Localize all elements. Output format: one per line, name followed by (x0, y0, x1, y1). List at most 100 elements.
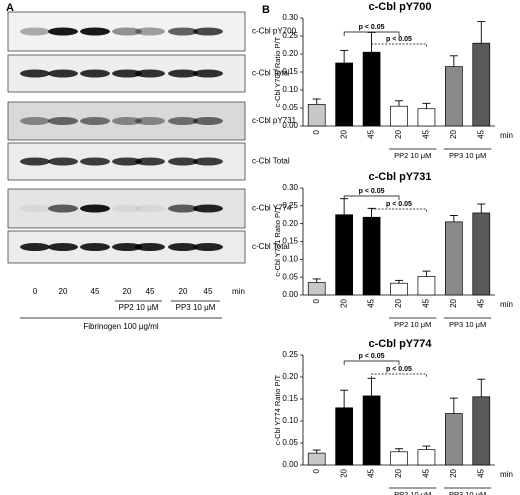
lane-label: 0 (33, 287, 38, 296)
blot-band (48, 157, 78, 166)
y-tick-label: 0.15 (282, 394, 298, 403)
y-tick-label: 0.30 (282, 183, 298, 192)
blot-label: c-Cbl Total (252, 242, 290, 251)
bar (335, 407, 353, 466)
significance-bracket (371, 373, 427, 378)
bar (335, 214, 353, 296)
blot-band (80, 204, 110, 213)
y-tick-label: 0.00 (282, 460, 298, 469)
bar (472, 42, 491, 127)
bar (307, 104, 326, 127)
y-tick-label: 0.05 (282, 103, 298, 112)
significance-bracket (371, 43, 427, 48)
x-unit-label: min (500, 470, 513, 479)
blot-band (135, 157, 165, 166)
significance-label: p < 0.05 (359, 24, 385, 31)
blot-band (112, 69, 142, 78)
x-unit-label: min (500, 300, 513, 309)
bar (472, 396, 491, 466)
significance-bracket (343, 31, 400, 36)
x-tick-label: 20 (339, 129, 348, 138)
blot-band (168, 204, 198, 213)
x-tick-label: 45 (476, 468, 485, 477)
bar (307, 282, 326, 296)
x-tick-label: 0 (312, 129, 321, 134)
blot-band (48, 69, 78, 78)
blot-band (20, 69, 50, 78)
x-tick-label: 20 (449, 129, 458, 138)
significance-label: p < 0.05 (386, 36, 412, 43)
blot-band (193, 243, 223, 251)
bar (417, 108, 436, 127)
blot-band (112, 117, 142, 125)
blot-band (48, 243, 78, 251)
blot-band (20, 243, 50, 251)
panel-label: B (262, 4, 270, 16)
blot-band (112, 204, 142, 213)
blot-band (193, 69, 223, 78)
x-tick-label: 0 (312, 298, 321, 303)
blot-band (112, 157, 142, 166)
x-tick-label: 20 (394, 129, 403, 138)
blot-band (80, 157, 110, 166)
lane-label: 20 (59, 287, 68, 296)
blot-band (135, 117, 165, 125)
blot-band (193, 27, 223, 36)
blot-band (168, 69, 198, 78)
bar (445, 221, 463, 296)
x-tick-label: 20 (394, 298, 403, 307)
unit-label: min (232, 287, 245, 296)
treatment-label: Fibrinogen 100 μg/ml (83, 322, 159, 331)
y-tick-label: 0.00 (282, 121, 298, 130)
bar (362, 51, 381, 127)
x-tick-label: 20 (449, 298, 458, 307)
significance-label: p < 0.05 (359, 188, 385, 195)
bar (445, 66, 463, 127)
bar (417, 449, 436, 466)
blot-band (20, 27, 50, 36)
bar (445, 413, 463, 466)
y-axis-label: c-Cbl Y700 Ratio P/T (273, 36, 282, 107)
y-tick-label: 0.15 (282, 67, 298, 76)
blot-label: c-Cbl Total (252, 157, 290, 166)
chart-title: c-Cbl pY774 (369, 338, 433, 350)
group-label: PP3 10 μM (449, 320, 486, 329)
y-tick-label: 0.15 (282, 237, 298, 246)
x-tick-label: 45 (422, 129, 431, 138)
blot-band (80, 243, 110, 251)
blot-label: c-Cbl Y774 (252, 204, 292, 213)
blot-label: c-Cbl pY700 (252, 27, 297, 36)
x-tick-label: 45 (476, 129, 485, 138)
significance-bracket (343, 360, 400, 365)
significance-label: p < 0.05 (386, 366, 412, 373)
group-label: PP3 10 μM (176, 303, 216, 312)
blot-label: c-Cbl pY731 (252, 116, 297, 125)
y-axis-label: c-Cbl Y774 Ratio P/T (273, 374, 282, 445)
bar (390, 105, 408, 127)
blot-band (135, 69, 165, 78)
blot-band (193, 204, 223, 213)
lane-label: 45 (204, 287, 213, 296)
group-label: PP3 10 μM (449, 151, 486, 160)
blot-band (48, 117, 78, 125)
group-label: PP2 10 μM (119, 303, 159, 312)
blot-band (20, 204, 50, 213)
group-label: PP2 10 μM (394, 151, 431, 160)
blot-band (168, 157, 198, 166)
y-tick-label: 0.10 (282, 85, 298, 94)
x-tick-label: 20 (339, 298, 348, 307)
blot-band (80, 27, 110, 36)
x-tick-label: 45 (476, 298, 485, 307)
x-tick-label: 45 (422, 298, 431, 307)
blot-band (80, 69, 110, 78)
y-tick-label: 0.20 (282, 219, 298, 228)
x-tick-label: 20 (339, 468, 348, 477)
blot-band (20, 157, 50, 166)
y-tick-label: 0.10 (282, 416, 298, 425)
y-tick-label: 0.25 (282, 201, 298, 210)
blot-band (193, 157, 223, 166)
blot-band (193, 117, 223, 125)
group-label: PP2 10 μM (394, 490, 431, 495)
y-tick-label: 0.30 (282, 13, 298, 22)
